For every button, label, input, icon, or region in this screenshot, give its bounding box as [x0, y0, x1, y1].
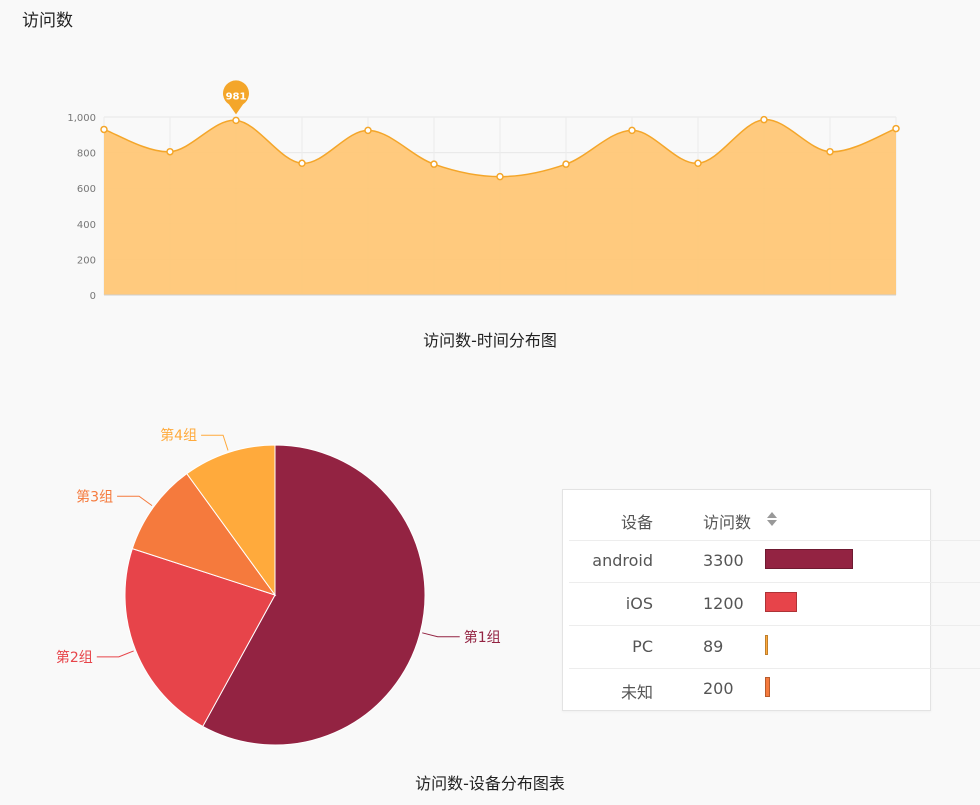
data-point	[430, 160, 438, 168]
slice-label: 第2组	[56, 649, 93, 666]
data-point	[232, 116, 240, 125]
device-cell: iOS	[625, 594, 653, 613]
count-bar	[765, 635, 768, 655]
table-row: 未知 200	[569, 668, 980, 710]
pin-shape	[223, 80, 249, 115]
data-point	[364, 126, 372, 135]
pie-slice	[124, 548, 276, 728]
data-point	[892, 124, 900, 133]
line-chart-caption: 访问数-时间分布图	[423, 331, 557, 350]
table-row: iOS 1200	[569, 583, 980, 626]
pie-slice	[131, 472, 277, 596]
y-tick-label: 400	[77, 220, 96, 231]
slice-label: 第3组	[76, 488, 113, 505]
count-cell: 200	[703, 679, 734, 698]
slice-label: 第1组	[464, 629, 501, 646]
device-cell: PC	[632, 637, 653, 656]
pie-slice	[202, 444, 426, 746]
slice-leader-line	[422, 632, 460, 638]
data-point	[496, 172, 504, 181]
visits-time-area-chart: 0 200 400 600 800 1,000 981	[67, 80, 900, 302]
pie-chart-caption: 访问数-设备分布图表	[415, 774, 565, 793]
y-tick-label: 1,000	[67, 113, 96, 124]
device-cell: 未知	[620, 683, 653, 702]
count-cell: 89	[703, 637, 724, 656]
table-row: android 3300	[569, 540, 980, 583]
page-title: 访问数	[22, 11, 73, 31]
data-point	[298, 159, 306, 168]
count-bar	[765, 592, 797, 612]
max-marker-pin: 981	[223, 80, 249, 115]
count-column-header[interactable]: 访问数	[703, 513, 752, 532]
count-cell: 1200	[703, 594, 744, 613]
y-tick-label: 800	[77, 149, 96, 160]
sort-icon[interactable]	[766, 510, 778, 528]
data-point	[826, 147, 834, 156]
data-point	[694, 159, 702, 168]
slice-leader-line	[201, 434, 229, 451]
count-bar	[765, 549, 853, 569]
y-tick-label: 600	[77, 184, 96, 195]
slice-leader-line	[96, 650, 134, 658]
device-table: 设备 访问数 android 3300 iOS 1200 PC 89 未知 20…	[562, 489, 980, 711]
slice-label: 第4组	[160, 427, 197, 444]
data-point	[562, 160, 570, 168]
count-bar	[765, 677, 770, 697]
max-marker-label: 981	[226, 91, 247, 102]
table-header-row: 设备 访问数	[569, 498, 980, 541]
device-cell: android	[592, 551, 653, 570]
device-column-header: 设备	[620, 513, 653, 532]
count-cell: 3300	[703, 551, 744, 570]
pie-slice	[186, 444, 276, 597]
data-point	[628, 126, 636, 135]
data-point	[760, 115, 768, 124]
data-point	[166, 147, 174, 156]
y-tick-label: 0	[90, 291, 96, 302]
data-point	[100, 125, 108, 134]
table-row: PC 89	[569, 626, 980, 669]
slice-leader-line	[117, 495, 153, 507]
y-tick-label: 200	[77, 255, 96, 266]
